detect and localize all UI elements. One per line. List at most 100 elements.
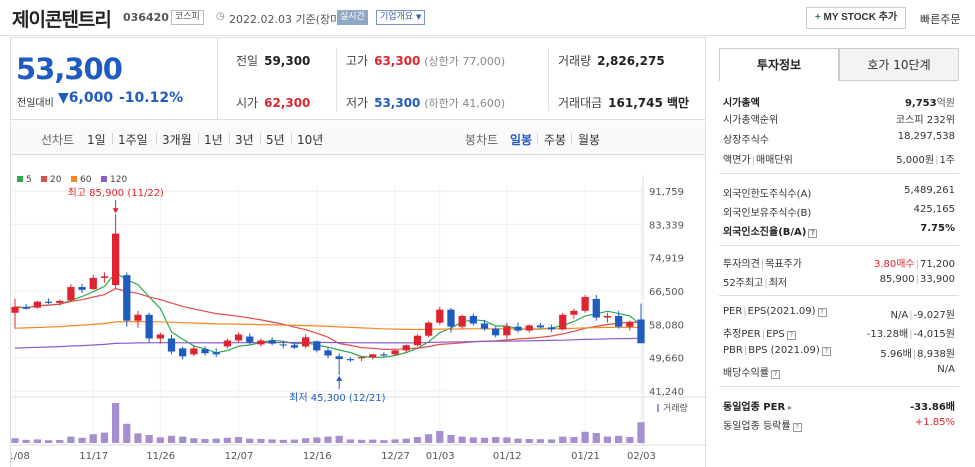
volume-bar (22, 439, 30, 443)
help-icon[interactable]: ? (821, 347, 831, 356)
y-tick-label: 66,500 (649, 287, 684, 298)
section-divider (719, 295, 959, 296)
period-3m[interactable]: 3개월 (162, 133, 192, 147)
row-label: 외국인보유주식수(B) (723, 208, 812, 219)
label-separator: | (743, 306, 747, 317)
low52-value: 33,900 (920, 274, 955, 285)
help-icon[interactable]: ? (808, 229, 818, 238)
y-tick-label: 41,240 (649, 387, 684, 398)
candle-body (603, 315, 612, 318)
candle-body (190, 348, 198, 355)
volume-bar (369, 439, 377, 443)
period-1w[interactable]: 1주일 (118, 133, 148, 147)
candle-body (167, 338, 176, 352)
volume-bar (603, 436, 612, 443)
candle-body (313, 341, 321, 351)
row-foreign-limit: 외국인한도주식수(A) 5,489,261 (723, 185, 955, 203)
period-weekly[interactable]: 주봉 (544, 133, 567, 147)
tab-orderbook[interactable]: 호가 10단계 (839, 48, 959, 81)
candle-body (402, 345, 410, 351)
industry-change-label: 동일업종 등락률 (723, 421, 791, 432)
y-tick-label: 58,080 (649, 320, 684, 331)
candle-body (447, 309, 455, 327)
pbr-value: 5.96배 (880, 349, 912, 360)
period-divider (260, 133, 261, 144)
row-value: N/A|-9,027원 (890, 306, 955, 321)
legend-swatch (17, 176, 23, 182)
period-divider (156, 133, 157, 144)
ma-line-120 (14, 337, 642, 349)
row-value: 5.96배|8,938원 (880, 345, 955, 360)
volume-bar (156, 437, 164, 443)
legend-ma20: 20 (41, 175, 61, 185)
opinion-label: 투자의견 (723, 259, 760, 270)
volume-bar (559, 436, 567, 443)
company-overview-dropdown[interactable]: 기업개요 ▼ (376, 10, 426, 25)
period-divider (112, 133, 113, 144)
period-10y[interactable]: 10년 (297, 133, 324, 147)
change-percent: -10.12% (119, 90, 184, 106)
row-value: +1.85% (914, 417, 955, 428)
min-annotation: 최저 45,300 (12/21) (289, 392, 385, 404)
row-value: 85,900|33,900 (880, 274, 955, 285)
section-divider (719, 386, 959, 387)
help-icon[interactable]: ? (786, 331, 796, 340)
arrow-right-icon[interactable]: ▸ (785, 403, 792, 412)
price-stats: 전일 59,300 고가 63,300 (상한가 77,000) 거래량 2,826,… (218, 37, 706, 120)
industry-per-label: 동일업종 PER (723, 402, 786, 413)
volume-bar (424, 434, 433, 443)
row-label: 배당수익률? (723, 364, 780, 379)
line-chart-label: 선차트 (41, 133, 75, 147)
help-icon[interactable]: ? (792, 423, 802, 432)
label-separator: | (743, 345, 748, 356)
quick-order-link[interactable]: 빠른주문 (920, 13, 961, 26)
stat-label: 저가 (346, 96, 369, 110)
add-mystock-label: MY STOCK 추가 (823, 12, 898, 23)
eps-value: -9,027원 (913, 310, 955, 321)
current-price: 53,300 (16, 52, 123, 86)
x-tick-label: 11/26 (146, 451, 175, 462)
label-separator: | (760, 259, 765, 270)
row-pbr: PBR|BPS (2021.09)? 5.96배|8,938원 (723, 345, 955, 363)
high52-value: 85,900 (879, 274, 915, 285)
realtime-badge[interactable]: 실시간 (337, 10, 368, 25)
help-icon[interactable]: ? (771, 370, 780, 379)
legend-ma5: 5 (17, 175, 32, 185)
period-monthly[interactable]: 월봉 (578, 133, 601, 147)
period-daily[interactable]: 일봉 (510, 133, 533, 147)
clock-icon: ◷ (216, 11, 225, 22)
bps-label: BPS (2021.09) (748, 345, 820, 356)
min-arrow-head (336, 375, 343, 381)
add-mystock-button[interactable]: + MY STOCK 추가 (806, 7, 906, 29)
volume-bar (525, 439, 533, 443)
candle-body (380, 354, 388, 356)
period-1d[interactable]: 1일 (87, 133, 106, 147)
candle-body (123, 275, 131, 321)
help-icon[interactable]: ? (817, 308, 827, 317)
row-52w: 52주최고|최저 85,900|33,900 (723, 274, 955, 292)
stock-chart[interactable]: 5 20 60 120 91,759 83,339 74,919 66,500 58,0… (10, 155, 707, 467)
period-1y[interactable]: 1년 (204, 133, 223, 147)
period-bar: 선차트 1일 1주일 3개월 1년 3년 5년 10년 봉차트 일봉 주봉 월봉 (10, 121, 706, 155)
candle-body (346, 359, 354, 361)
change-value: ▼6,000 (58, 90, 113, 106)
candle-body (134, 314, 142, 321)
candle-body (469, 315, 477, 324)
period-3y[interactable]: 3년 (235, 133, 254, 147)
volume-bar (145, 435, 153, 443)
candle-body (592, 298, 600, 318)
volume-bar (11, 438, 19, 443)
candle-body (156, 334, 164, 339)
period-5y[interactable]: 5년 (266, 133, 285, 147)
y-tick-label: 74,919 (649, 254, 684, 265)
candle-body (290, 345, 299, 348)
volume-bar (469, 437, 477, 443)
volume-bar (302, 438, 310, 443)
row-industry-change: 동일업종 등락률? +1.85% (723, 417, 955, 435)
tab-invest-info[interactable]: 투자정보 (719, 48, 839, 81)
tab-underline (719, 81, 959, 82)
volume-bar (167, 435, 176, 443)
row-label: 동일업종 PER ▸ (723, 398, 792, 413)
volume-bar (246, 438, 254, 443)
stats-divider (336, 48, 337, 111)
